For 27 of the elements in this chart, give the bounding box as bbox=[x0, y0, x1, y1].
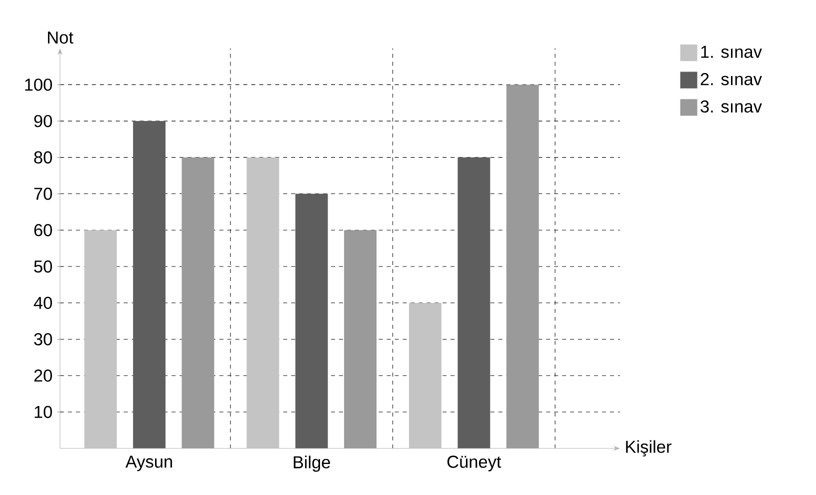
x-tick-label: Cüneyt bbox=[447, 456, 502, 472]
bar bbox=[408, 302, 442, 448]
legend-label: 1. sınav bbox=[701, 46, 762, 58]
y-tick-label: 70 bbox=[34, 188, 52, 200]
y-axis-title: Not bbox=[48, 32, 74, 44]
bar bbox=[246, 157, 280, 448]
y-tick-label: 30 bbox=[34, 333, 52, 346]
y-tick-label: 60 bbox=[34, 224, 52, 236]
y-tick-label: 80 bbox=[34, 151, 52, 164]
x-axis-title: Kişiler bbox=[626, 440, 672, 456]
legend-label: 3. sınav bbox=[700, 100, 762, 113]
y-tick-label: 90 bbox=[34, 114, 52, 128]
bar bbox=[84, 230, 117, 448]
bar bbox=[133, 121, 166, 448]
x-tick-label: Bilge bbox=[294, 456, 330, 472]
y-tick-label: 10 bbox=[34, 406, 52, 418]
y-tick-label: 100 bbox=[25, 78, 52, 91]
bar bbox=[506, 84, 539, 448]
y-tick-label: 20 bbox=[34, 369, 52, 382]
bar bbox=[182, 157, 214, 448]
y-tick-label: 50 bbox=[34, 260, 52, 273]
bar bbox=[458, 157, 490, 448]
y-tick-label: 40 bbox=[34, 296, 52, 309]
x-tick-label: Aysun bbox=[125, 456, 172, 472]
bar bbox=[344, 230, 377, 448]
bar bbox=[295, 194, 328, 448]
legend-label: 2. sınav bbox=[700, 73, 762, 86]
